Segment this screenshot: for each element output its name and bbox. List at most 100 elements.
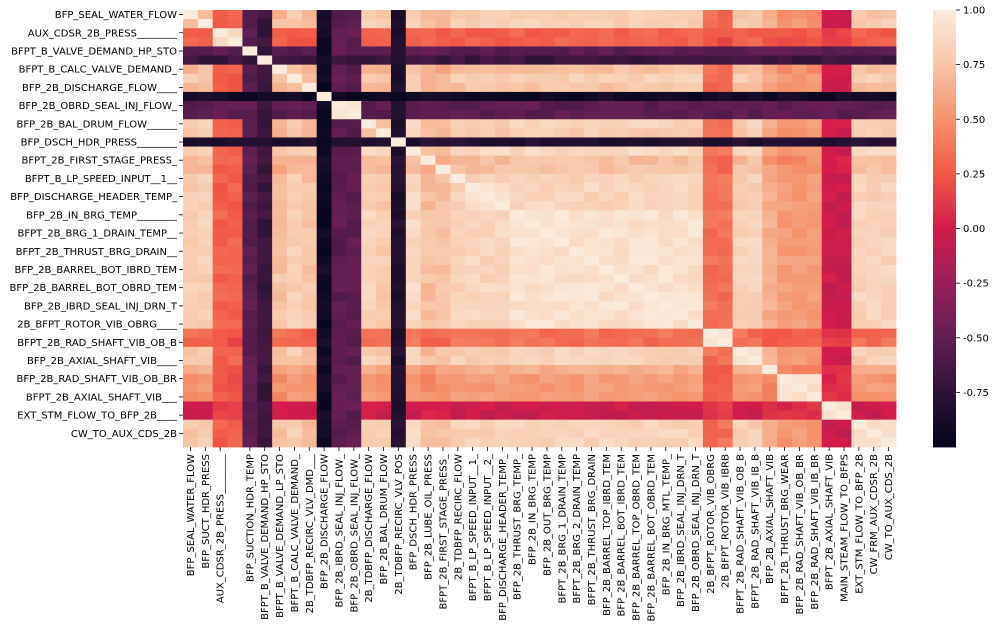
heatmap-cell bbox=[539, 437, 555, 448]
heatmap-cell bbox=[732, 37, 748, 47]
heatmap-cell bbox=[494, 383, 511, 393]
heatmap-cell bbox=[584, 182, 600, 193]
heatmap-cell bbox=[628, 82, 644, 93]
heatmap-cell bbox=[197, 10, 214, 20]
heatmap-cell bbox=[212, 255, 228, 266]
heatmap-cell bbox=[390, 283, 407, 293]
heatmap-cell bbox=[480, 283, 496, 293]
heatmap-cell bbox=[197, 110, 214, 120]
heatmap-cell bbox=[331, 119, 347, 129]
heatmap-cell bbox=[465, 255, 481, 266]
heatmap-cell bbox=[286, 73, 303, 84]
heatmap-cell bbox=[866, 146, 882, 157]
heatmap-cell bbox=[598, 28, 615, 38]
heatmap-cell bbox=[480, 37, 496, 47]
heatmap-cell bbox=[509, 55, 526, 66]
heatmap-cell bbox=[688, 173, 704, 184]
heatmap-cell bbox=[613, 255, 630, 266]
colorbar-segment bbox=[933, 137, 956, 142]
heatmap-cell bbox=[777, 91, 793, 102]
heatmap-cell bbox=[316, 201, 332, 211]
heatmap-cell bbox=[376, 328, 392, 339]
heatmap-cell bbox=[598, 10, 615, 20]
heatmap-cell bbox=[821, 10, 837, 20]
colorbar-segment bbox=[933, 75, 956, 80]
heatmap-cell bbox=[554, 228, 570, 238]
heatmap-cell bbox=[613, 383, 630, 393]
heatmap-cell bbox=[272, 210, 288, 220]
heatmap-cell bbox=[286, 410, 303, 421]
heatmap-cell bbox=[777, 73, 793, 84]
heatmap-cell bbox=[702, 192, 719, 202]
heatmap-cell bbox=[747, 274, 763, 284]
heatmap-cell bbox=[717, 274, 733, 284]
x-tick-label: BFP_2B_BARREL_BOT_OBRD_TEM bbox=[646, 454, 657, 621]
heatmap-cell bbox=[836, 319, 852, 330]
heatmap-cell bbox=[227, 101, 243, 111]
heatmap-cell bbox=[717, 219, 733, 229]
heatmap-cell bbox=[851, 28, 867, 38]
heatmap-cell bbox=[420, 346, 436, 357]
heatmap-cell bbox=[717, 292, 733, 302]
heatmap-cell bbox=[717, 64, 733, 75]
heatmap-cell bbox=[361, 82, 377, 93]
colorbar-segment bbox=[933, 428, 956, 433]
heatmap-cell bbox=[494, 219, 511, 229]
heatmap-cell bbox=[762, 173, 778, 184]
heatmap-cell bbox=[390, 110, 407, 120]
heatmap-cell bbox=[554, 182, 570, 193]
heatmap-cell bbox=[212, 182, 228, 193]
heatmap-cell bbox=[673, 419, 689, 430]
colorbar-segment bbox=[933, 286, 956, 291]
heatmap-cell bbox=[316, 37, 332, 47]
heatmap-cell bbox=[242, 264, 258, 275]
heatmap-cell bbox=[390, 101, 407, 111]
heatmap-cell bbox=[821, 319, 837, 330]
heatmap-cell bbox=[747, 228, 763, 238]
heatmap-cell bbox=[346, 346, 362, 357]
heatmap-cell bbox=[272, 274, 288, 284]
heatmap-cell bbox=[658, 255, 674, 266]
heatmap-cell bbox=[598, 292, 615, 302]
colorbar-segment bbox=[933, 228, 956, 233]
heatmap-cell bbox=[777, 365, 793, 375]
heatmap-cell bbox=[806, 119, 823, 129]
heatmap-cell bbox=[331, 155, 347, 166]
heatmap-cell bbox=[569, 73, 585, 84]
heatmap-cell bbox=[465, 192, 481, 202]
heatmap-cell bbox=[390, 55, 407, 66]
heatmap-cell bbox=[242, 419, 258, 430]
heatmap-cell bbox=[316, 301, 332, 311]
heatmap-cell bbox=[569, 346, 585, 357]
heatmap-cell bbox=[286, 310, 303, 320]
heatmap-cell bbox=[658, 346, 674, 357]
heatmap-cell bbox=[628, 119, 644, 129]
heatmap-cell bbox=[717, 46, 733, 56]
x-tick-label: BFPT_B_LP_SPEED_INPUT__1_ bbox=[468, 453, 479, 601]
heatmap-cell bbox=[806, 301, 823, 311]
heatmap-cell bbox=[851, 283, 867, 293]
heatmap-cell bbox=[539, 210, 555, 220]
heatmap-cell bbox=[747, 55, 763, 66]
heatmap-cell bbox=[465, 337, 481, 348]
heatmap-cell bbox=[450, 201, 466, 211]
heatmap-cell bbox=[539, 428, 555, 439]
heatmap-cell bbox=[747, 374, 763, 384]
heatmap-cell bbox=[851, 192, 867, 202]
heatmap-cell bbox=[881, 146, 897, 157]
heatmap-cell bbox=[331, 355, 347, 366]
heatmap-cell bbox=[792, 91, 808, 102]
heatmap-cell bbox=[554, 155, 570, 166]
heatmap-cell bbox=[316, 383, 332, 393]
heatmap-cell bbox=[272, 46, 288, 56]
heatmap-cell bbox=[747, 192, 763, 202]
heatmap-cell bbox=[584, 101, 600, 111]
x-tick-label: BFP_2B_THRUST_BRG_TEMP_ bbox=[513, 453, 524, 600]
heatmap-cell bbox=[777, 355, 793, 366]
heatmap-cell bbox=[732, 365, 748, 375]
heatmap-cell bbox=[346, 37, 362, 47]
heatmap-cell bbox=[747, 383, 763, 393]
heatmap-cell bbox=[242, 201, 258, 211]
heatmap-cell bbox=[628, 328, 644, 339]
heatmap-cell bbox=[613, 192, 630, 202]
